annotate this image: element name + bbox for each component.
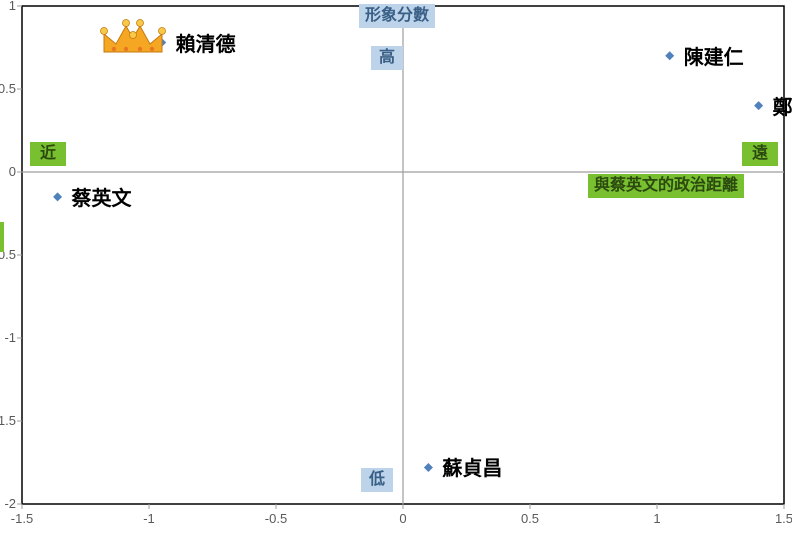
y-axis-low-label: 低 bbox=[361, 468, 393, 492]
chart-svg bbox=[0, 0, 792, 544]
point-label-lai: 賴清德 bbox=[176, 35, 236, 55]
y-tick-label: 1 bbox=[9, 0, 16, 12]
y-tick-label: -1.5 bbox=[0, 414, 16, 427]
scatter-chart: -1.5-1-0.500.511.5-2-1.5-1-0.500.51賴清德陳建… bbox=[0, 0, 792, 544]
point-label-zheng: 鄭文燦 bbox=[773, 98, 792, 118]
x-axis-title: 與蔡英文的政治距離 bbox=[588, 174, 744, 198]
y-tick-label: 0.5 bbox=[0, 82, 16, 95]
x-tick-label: -1 bbox=[134, 512, 164, 525]
crown-icon bbox=[98, 16, 168, 58]
left-edge-mark bbox=[0, 222, 4, 252]
point-label-su: 蘇貞昌 bbox=[442, 459, 502, 479]
x-tick-label: 0 bbox=[388, 512, 418, 525]
x-tick-label: 1.5 bbox=[769, 512, 792, 525]
x-axis-far-label: 遠 bbox=[742, 142, 778, 166]
x-tick-label: 1 bbox=[642, 512, 672, 525]
y-axis-high-label: 高 bbox=[371, 46, 403, 70]
y-tick-label: -1 bbox=[4, 331, 16, 344]
y-axis-title: 形象分數 bbox=[359, 4, 435, 28]
x-tick-label: 0.5 bbox=[515, 512, 545, 525]
point-label-tsai: 蔡英文 bbox=[72, 189, 132, 209]
y-tick-label: -2 bbox=[4, 497, 16, 510]
x-tick-label: -0.5 bbox=[261, 512, 291, 525]
x-tick-label: -1.5 bbox=[7, 512, 37, 525]
point-label-chen: 陳建仁 bbox=[684, 48, 744, 68]
x-axis-near-label: 近 bbox=[30, 142, 66, 166]
y-tick-label: 0 bbox=[9, 165, 16, 178]
